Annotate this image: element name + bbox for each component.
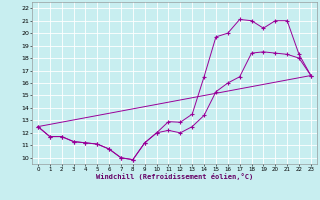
X-axis label: Windchill (Refroidissement éolien,°C): Windchill (Refroidissement éolien,°C): [96, 173, 253, 180]
